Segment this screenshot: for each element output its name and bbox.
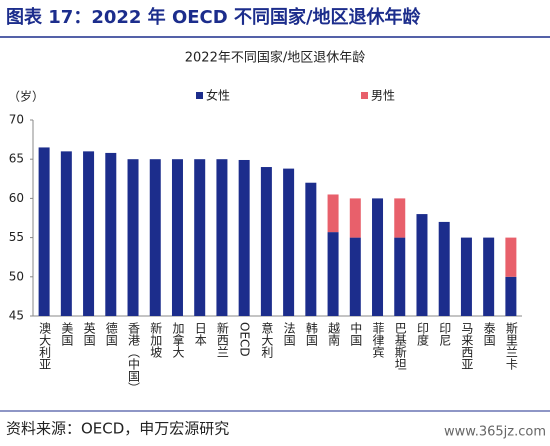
bar: [38, 147, 50, 316]
x-tick-label: 马来西亚: [460, 322, 474, 370]
watermark: www.365jz.com: [444, 425, 546, 440]
source: 资料来源：OECD，申万宏源研究: [6, 420, 229, 438]
y-axis-label: （岁）: [8, 89, 44, 104]
bar: [460, 237, 472, 316]
bar: [171, 159, 183, 316]
x-tick-label: 菲律宾: [371, 322, 385, 358]
y-tick-label: 60: [9, 191, 24, 205]
bar: [60, 151, 72, 316]
chart-title: 2022年不同国家/地区退休年龄: [185, 50, 365, 66]
y-tick-label: 70: [9, 113, 24, 127]
x-tick-label: 印度: [415, 322, 429, 346]
x-tick-label: 印尼: [438, 322, 452, 346]
heading: 图表 17：2022 年 OECD 不同国家/地区退休年龄: [6, 6, 422, 28]
bar: [416, 214, 428, 316]
legend-label: 女性: [206, 88, 230, 103]
bar: [327, 232, 339, 316]
x-tick-label: 新西兰: [215, 321, 229, 358]
x-tick-label: 越南: [327, 322, 341, 346]
bar: [260, 167, 272, 316]
bar: [149, 159, 161, 316]
bar: [194, 159, 206, 316]
x-tick-label: 日本: [193, 322, 207, 347]
bar: [438, 221, 450, 316]
bar: [394, 198, 406, 238]
bar: [372, 198, 384, 316]
legend-swatch: [361, 92, 368, 99]
bar: [327, 194, 339, 233]
bar: [349, 198, 361, 238]
x-tick-label: 英国: [82, 322, 96, 346]
bar: [483, 237, 495, 316]
x-tick-label: OECD: [238, 322, 252, 357]
bar: [127, 159, 139, 316]
x-tick-label: 新加坡: [149, 321, 163, 358]
y-tick-label: 55: [9, 230, 24, 244]
x-tick-label: 斯里兰卡: [504, 322, 518, 370]
x-tick-label: 意大利: [260, 321, 274, 358]
x-tick-label: 香港（中国）: [127, 322, 141, 394]
legend-swatch: [196, 92, 203, 99]
x-tick-label: 中国: [349, 321, 363, 346]
y-tick-label: 50: [9, 269, 24, 283]
x-tick-label: 泰国: [482, 322, 496, 346]
x-tick-label: 澳大利亚: [38, 322, 52, 370]
bar: [283, 168, 295, 316]
bar: [83, 151, 95, 316]
bar: [394, 237, 406, 316]
bar: [238, 159, 250, 316]
x-tick-label: 加拿大: [171, 322, 185, 358]
bar: [505, 276, 517, 316]
bar: [216, 159, 228, 316]
y-tick-label: 45: [9, 309, 24, 323]
x-tick-label: 韩国: [304, 321, 318, 346]
bar: [105, 152, 117, 316]
y-tick-label: 65: [9, 152, 24, 166]
legend-label: 男性: [371, 89, 395, 103]
bar: [505, 237, 517, 277]
x-tick-label: 巴基斯坦: [393, 322, 407, 370]
x-tick-label: 美国: [60, 322, 74, 346]
bar: [305, 182, 317, 316]
x-tick-label: 德国: [104, 321, 118, 346]
bar: [349, 237, 361, 316]
x-tick-label: 法国: [282, 322, 296, 346]
